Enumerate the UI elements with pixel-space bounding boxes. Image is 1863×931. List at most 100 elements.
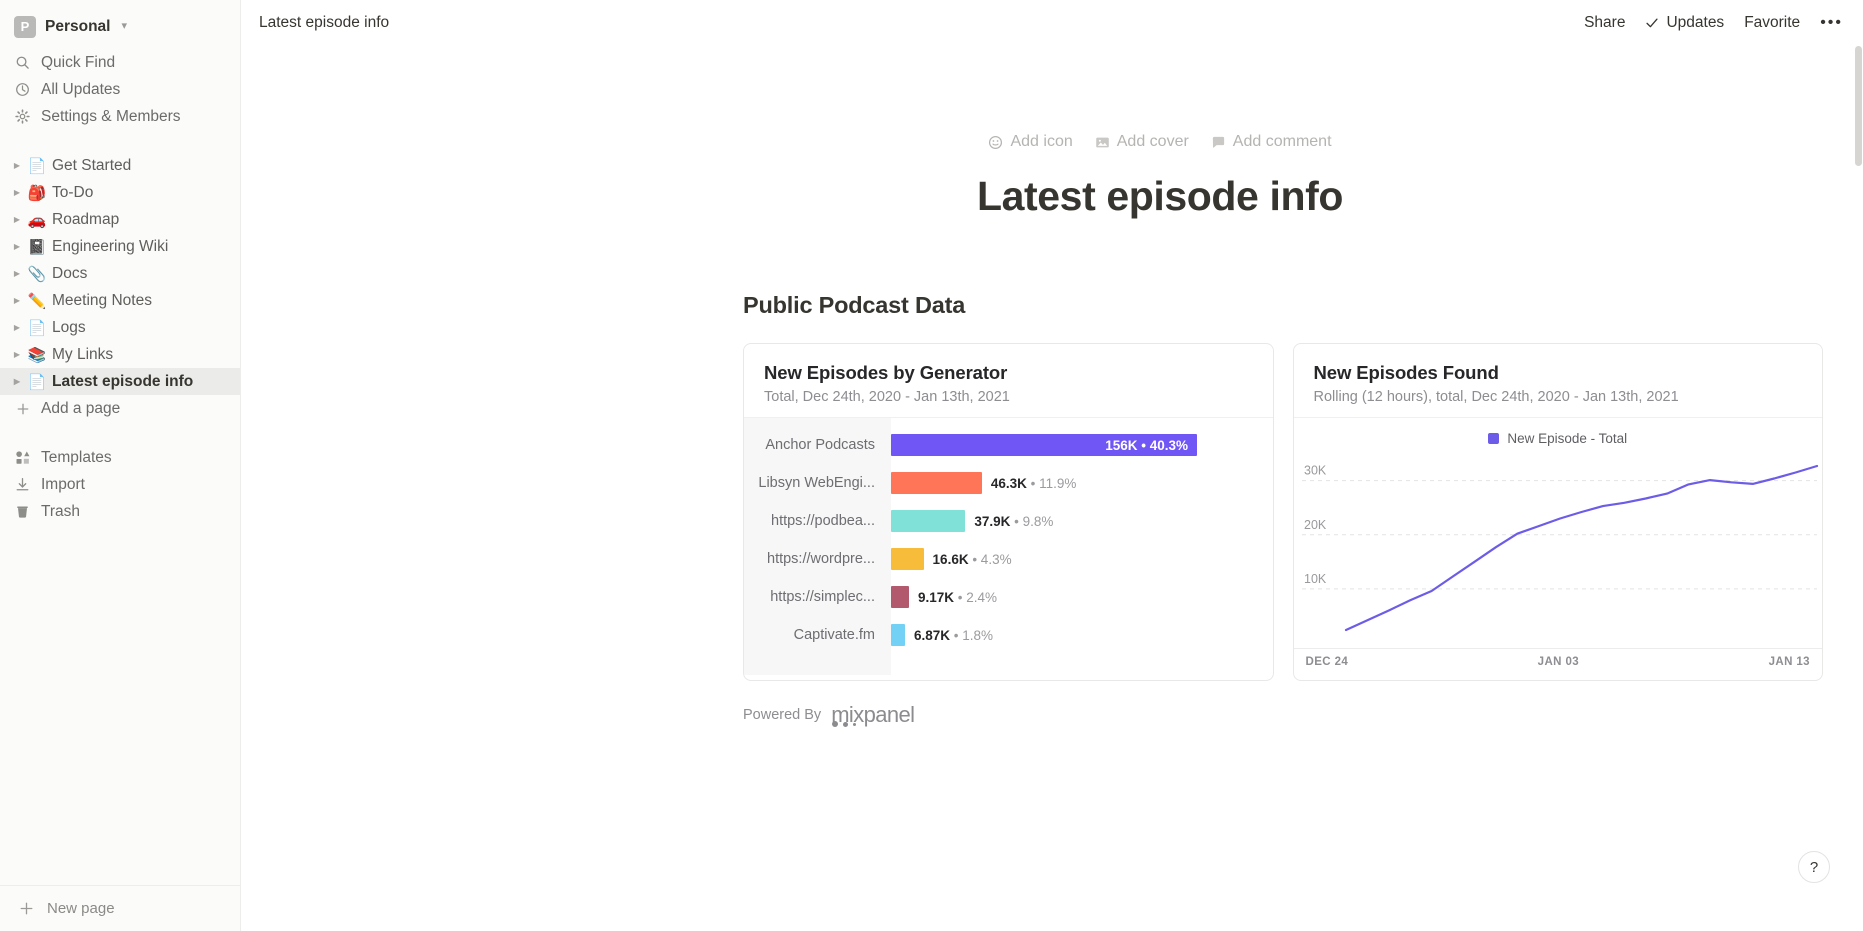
bar-value-label: 46.3K • 11.9% — [990, 475, 1077, 491]
bar-chart-category-labels: Anchor Podcasts Libsyn WebEngi... https://… — [744, 418, 891, 675]
updates-button[interactable]: Updates — [1645, 14, 1724, 32]
add-cover-button[interactable]: Add cover — [1095, 133, 1189, 151]
add-icon-label: Add icon — [1010, 133, 1073, 150]
bar-row[interactable]: 46.3K • 11.9% — [891, 464, 1273, 502]
sidebar-page-roadmap[interactable]: ▶ 🚗 Roadmap — [0, 206, 240, 233]
page-emoji-icon: 🎒 — [27, 184, 47, 202]
line-chart-title: New Episodes Found — [1313, 362, 1499, 383]
sidebar-item-templates[interactable]: Templates — [0, 444, 240, 471]
sidebar-item-import[interactable]: Import — [0, 471, 240, 498]
add-cover-label: Add cover — [1116, 133, 1189, 150]
image-icon — [1095, 137, 1109, 147]
help-button[interactable]: ? — [1798, 851, 1830, 883]
bar-category-label: Anchor Podcasts — [765, 437, 875, 453]
page-emoji-icon: 📓 — [27, 238, 47, 256]
bar-fill[interactable]: 156K • 40.3% — [891, 434, 1197, 456]
line-chart-body: New Episode - Total 10K 20K 30K DEC 24 JAN… — [1293, 417, 1823, 675]
chevron-right-icon[interactable]: ▶ — [13, 323, 21, 332]
sidebar-page-label: Docs — [52, 264, 88, 282]
bar-row[interactable]: 16.6K • 4.3% — [891, 540, 1273, 578]
more-options-icon[interactable]: ••• — [1820, 13, 1843, 31]
powered-by-label: Powered By — [743, 707, 822, 723]
y-tick-label: 30K — [1304, 464, 1327, 478]
chart-card-new-episodes-found[interactable]: New Episodes Found Rolling (12 hours), t… — [1292, 343, 1823, 681]
bar-category-label: https://podbea... — [771, 513, 875, 529]
add-comment-button[interactable]: Add comment — [1211, 133, 1332, 151]
powered-by-mixpanel: Powered By mixpanel — [743, 704, 1823, 727]
chevron-right-icon[interactable]: ▶ — [13, 215, 21, 224]
bar-fill[interactable] — [891, 472, 982, 494]
chevron-right-icon[interactable]: ▶ — [13, 161, 21, 170]
page-title[interactable]: Latest episode info — [976, 173, 1343, 219]
sidebar-page-docs[interactable]: ▶ 📎 Docs — [0, 260, 240, 287]
sidebar-page-engineering-wiki[interactable]: ▶ 📓 Engineering Wiki — [0, 233, 240, 260]
bar-row[interactable]: 6.87K • 1.8% — [891, 616, 1273, 654]
bar-fill[interactable] — [891, 510, 966, 532]
sidebar-page-label: Latest episode info — [52, 372, 194, 390]
page-scrollbar[interactable] — [1855, 46, 1862, 166]
bar-category-label: Captivate.fm — [793, 627, 875, 643]
sidebar-page-label: Get Started — [52, 156, 132, 174]
line-chart-legend[interactable]: New Episode - Total — [1294, 425, 1823, 451]
bar-row[interactable]: 156K • 40.3% — [891, 426, 1273, 464]
sidebar-page-to-do[interactable]: ▶ 🎒 To-Do — [0, 179, 240, 206]
y-tick-label: 20K — [1304, 518, 1327, 532]
line-chart-svg: 10K 20K 30K — [1301, 464, 1818, 632]
sidebar-page-label: Engineering Wiki — [52, 237, 169, 255]
workspace-switcher[interactable]: P Personal ▾ — [0, 4, 240, 49]
favorite-button[interactable]: Favorite — [1744, 13, 1801, 31]
add-icon-button[interactable]: Add icon — [988, 133, 1073, 151]
chevron-right-icon[interactable]: ▶ — [13, 377, 21, 386]
sidebar-page-get-started[interactable]: ▶ 📄 Get Started — [0, 152, 240, 179]
line-chart-x-axis: DEC 24 JAN 03 JAN 13 — [1293, 648, 1822, 675]
section-heading[interactable]: Public Podcast Data — [743, 292, 966, 318]
sidebar-page-label: Roadmap — [52, 210, 120, 228]
workspace-badge: P — [14, 15, 36, 38]
chevron-right-icon[interactable]: ▶ — [13, 188, 21, 197]
topbar-actions: Share Updates Favorite ••• — [1584, 14, 1843, 32]
sidebar-page-label: My Links — [52, 345, 114, 363]
bar-value-label: 37.9K • 9.8% — [974, 513, 1054, 529]
chart-card-new-episodes-by-generator[interactable]: New Episodes by Generator Total, Dec 24t… — [743, 343, 1274, 681]
templates-icon — [14, 450, 31, 465]
sidebar-item-label: Add a page — [41, 399, 121, 417]
sidebar-page-latest-episode-info[interactable]: ▶ 📄 Latest episode info — [0, 368, 240, 395]
plus-icon — [14, 402, 31, 416]
bar-fill[interactable] — [891, 624, 905, 646]
sidebar-page-logs[interactable]: ▶ 📄 Logs — [0, 314, 240, 341]
sidebar-item-quick-find[interactable]: Quick Find — [0, 49, 240, 76]
sidebar-item-all-updates[interactable]: All Updates — [0, 76, 240, 103]
chevron-right-icon[interactable]: ▶ — [13, 242, 21, 251]
sidebar-item-label: Templates — [41, 448, 112, 466]
bar-row[interactable]: 9.17K • 2.4% — [891, 578, 1273, 616]
bar-value-label: 6.87K • 1.8% — [914, 627, 994, 643]
y-tick-label: 10K — [1304, 572, 1327, 586]
add-comment-label: Add comment — [1232, 133, 1332, 150]
breadcrumb[interactable]: Latest episode info — [259, 13, 390, 31]
sidebar-item-trash[interactable]: Trash — [0, 498, 240, 525]
chevron-right-icon[interactable]: ▶ — [13, 269, 21, 278]
new-page-label: New page — [47, 900, 115, 917]
charts-row: New Episodes by Generator Total, Dec 24t… — [743, 343, 1823, 681]
share-button[interactable]: Share — [1584, 13, 1626, 31]
x-tick-label: DEC 24 — [1305, 656, 1349, 668]
chevron-right-icon[interactable]: ▶ — [13, 296, 21, 305]
page-emoji-icon: 📄 — [27, 157, 47, 175]
sidebar-page-my-links[interactable]: ▶ 📚 My Links — [0, 341, 240, 368]
page-emoji-icon: 📄 — [27, 319, 47, 337]
bar-row[interactable]: 37.9K • 9.8% — [891, 502, 1273, 540]
sidebar-item-label: Import — [41, 475, 85, 493]
sidebar-spacer — [0, 422, 240, 444]
x-tick-label: JAN 03 — [1537, 656, 1580, 668]
sidebar-new-page-button[interactable]: New page — [0, 885, 240, 931]
sidebar-page-meeting-notes[interactable]: ▶ ✏️ Meeting Notes — [0, 287, 240, 314]
line-series-new-episode-total[interactable] — [1344, 464, 1818, 632]
bar-fill[interactable] — [891, 586, 909, 608]
chevron-right-icon[interactable]: ▶ — [13, 350, 21, 359]
sidebar-item-settings-members[interactable]: Settings & Members — [0, 103, 240, 130]
sidebar-add-a-page[interactable]: Add a page — [0, 395, 240, 422]
x-tick-label: JAN 13 — [1768, 656, 1810, 668]
bar-fill[interactable] — [891, 548, 924, 570]
bar-chart-header: New Episodes by Generator Total, Dec 24t… — [744, 344, 1273, 417]
sidebar-item-label: All Updates — [41, 80, 121, 98]
